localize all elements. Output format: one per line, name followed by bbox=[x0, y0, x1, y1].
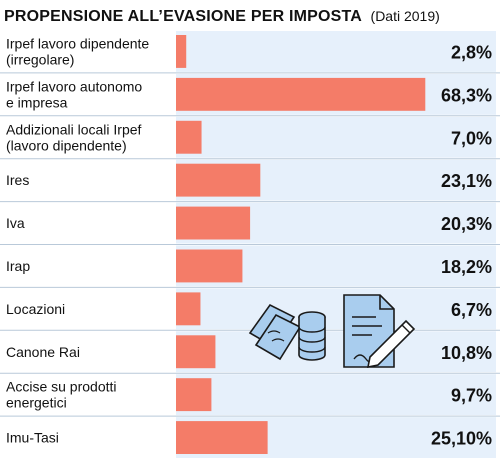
category-label: Iva bbox=[6, 215, 25, 231]
category-label: Addizionali locali Irpef (lavoro dipenden… bbox=[6, 121, 142, 153]
category-label: Accise su prodotti energetici bbox=[6, 379, 117, 411]
category-label-line: Imu-Tasi bbox=[6, 430, 59, 446]
bar bbox=[176, 292, 201, 326]
category-label: Irpef lavoro dipendente (irregolare) bbox=[6, 35, 149, 67]
bar bbox=[176, 35, 187, 68]
chart-subtitle: (Dati 2019) bbox=[370, 8, 440, 24]
bar-row: Irpef lavoro dipendente (irregolare) 2,8% bbox=[0, 31, 500, 74]
value-label: 9,7% bbox=[451, 386, 492, 406]
bar-track bbox=[176, 374, 496, 416]
value-label: 18,2% bbox=[441, 257, 492, 277]
bar-track bbox=[176, 288, 496, 330]
category-label: Canone Rai bbox=[6, 344, 80, 360]
bar bbox=[176, 335, 216, 369]
bar-row: Ires 23,1% bbox=[0, 159, 500, 203]
category-label-line: Irpef lavoro autonomo bbox=[6, 78, 142, 94]
value-label: 10,8% bbox=[441, 343, 492, 363]
category-label-line: Ires bbox=[6, 172, 29, 188]
bar-chart: Irpef lavoro dipendente (irregolare) 2,8% I… bbox=[0, 30, 500, 459]
category-label-line: Irpef lavoro dipendente bbox=[6, 35, 149, 51]
category-label-line: Iva bbox=[6, 215, 25, 231]
category-label-line: Addizionali locali Irpef bbox=[6, 121, 142, 137]
category-label: Locazioni bbox=[6, 301, 65, 317]
category-label-line: energetici bbox=[6, 395, 67, 411]
category-label: Ires bbox=[6, 172, 29, 188]
category-label-line: Locazioni bbox=[6, 301, 65, 317]
chart-title-text: PROPENSIONE ALL’EVASIONE PER IMPOSTA bbox=[4, 8, 363, 25]
document-pen-icon bbox=[343, 294, 416, 369]
value-label: 20,3% bbox=[441, 214, 492, 234]
value-label: 7,0% bbox=[451, 128, 492, 148]
category-label-line: Irap bbox=[6, 258, 30, 274]
coin-stack-icon bbox=[298, 311, 326, 361]
bar-chart-svg: Irpef lavoro dipendente (irregolare) 2,8%I… bbox=[0, 31, 500, 458]
category-label-line: Canone Rai bbox=[6, 344, 80, 360]
bar bbox=[176, 249, 243, 283]
bar-row: Accise su prodotti energetici 9,7% bbox=[0, 374, 500, 417]
bar bbox=[176, 378, 212, 412]
chart-title: PROPENSIONE ALL’EVASIONE PER IMPOSTA (Da… bbox=[4, 4, 440, 28]
bar-row: Iva 20,3% bbox=[0, 202, 500, 245]
value-label: 6,7% bbox=[451, 300, 492, 320]
bar-row: Imu-Tasi 25,10% bbox=[6, 417, 496, 458]
category-label-line: (irregolare) bbox=[6, 51, 74, 67]
bar-track bbox=[176, 31, 496, 72]
bar-row: Canone Rai 10,8% bbox=[0, 331, 500, 374]
value-label: 25,10% bbox=[431, 429, 492, 449]
bar bbox=[176, 120, 202, 154]
bar-row: Locazioni 6,7% bbox=[0, 288, 500, 331]
category-label: Irap bbox=[6, 258, 30, 274]
value-label: 23,1% bbox=[441, 171, 492, 191]
value-label: 68,3% bbox=[441, 85, 492, 105]
category-label-line: Accise su prodotti bbox=[6, 379, 117, 395]
bar bbox=[176, 421, 268, 454]
bar-row: Irap 18,2% bbox=[0, 245, 500, 288]
bar-row: Irpef lavoro autonomo e impresa 68,3% bbox=[0, 73, 500, 117]
category-label-line: (lavoro dipendente) bbox=[6, 137, 127, 153]
bar bbox=[176, 77, 426, 111]
value-label: 2,8% bbox=[451, 42, 492, 62]
bar-row: Addizionali locali Irpef (lavoro dipenden… bbox=[0, 116, 500, 160]
category-label: Imu-Tasi bbox=[6, 430, 59, 446]
bar bbox=[176, 163, 261, 197]
illustration bbox=[248, 294, 416, 369]
bar bbox=[176, 206, 251, 240]
bar-track bbox=[176, 331, 496, 373]
category-label-line: e impresa bbox=[6, 94, 68, 110]
bar-track bbox=[176, 116, 496, 158]
category-label: Irpef lavoro autonomo e impresa bbox=[6, 78, 142, 110]
